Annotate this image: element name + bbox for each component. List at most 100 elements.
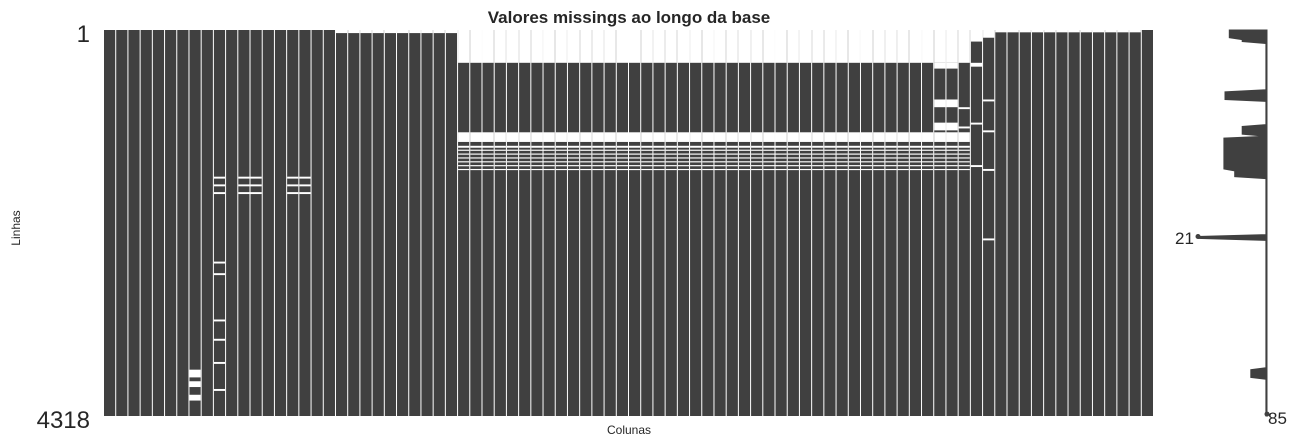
matrix-column-64 [873, 30, 885, 416]
matrix-column-42 [604, 30, 616, 416]
missing-cell-col-59 [812, 145, 824, 148]
missing-cell-col-44 [629, 145, 641, 148]
missing-cell-col-38 [555, 168, 567, 171]
missing-cell-col-51 [714, 145, 726, 148]
matrix-column-57 [787, 30, 799, 416]
missing-cell-col-61 [836, 153, 848, 155]
missing-cell-col-68 [922, 161, 934, 163]
missing-cell-col-53 [738, 168, 751, 171]
missing-cell-col-66 [897, 145, 909, 148]
missing-cell-col-66 [897, 165, 909, 167]
missing-cell-col-71 [958, 126, 970, 129]
missing-cell-col-53 [738, 157, 751, 159]
missing-cell-col-59 [812, 132, 824, 142]
missing-cell-col-56 [775, 153, 787, 155]
missing-cell-col-47 [665, 157, 677, 159]
matrix-column-48 [677, 30, 690, 416]
missing-cell-col-69 [934, 153, 946, 155]
matrix-column-66 [897, 30, 909, 416]
matrix-column-38 [555, 30, 567, 416]
missing-cell-col-36 [531, 30, 543, 63]
missing-cell-col-34 [506, 30, 519, 63]
matrix-column-40 [580, 30, 592, 416]
missing-cell-col-32 [482, 157, 494, 159]
missing-cell-col-43 [616, 157, 628, 159]
missing-cell-col-10 [213, 176, 226, 179]
missing-cell-col-60 [824, 145, 836, 148]
missing-cell-col-64 [873, 153, 885, 155]
missing-cell-col-67 [909, 145, 922, 148]
missing-cell-col-49 [690, 165, 702, 167]
missing-cell-col-81 [1080, 30, 1092, 33]
missing-cell-col-58 [799, 132, 812, 142]
missing-cell-col-83 [1105, 30, 1117, 33]
missing-cell-col-43 [616, 132, 628, 142]
missing-cell-col-66 [897, 153, 909, 155]
missing-cell-col-64 [873, 145, 885, 148]
missing-cell-col-60 [824, 153, 836, 155]
missing-cell-col-48 [677, 168, 690, 171]
matrix-column-16 [287, 30, 299, 416]
missing-cell-col-43 [616, 153, 628, 155]
missing-cell-col-49 [690, 168, 702, 171]
missing-cell-col-46 [653, 161, 665, 163]
matrix-columns [104, 30, 1153, 416]
missing-cell-col-40 [580, 149, 592, 151]
missing-cell-col-37 [543, 149, 555, 151]
missing-cell-col-53 [738, 165, 751, 167]
missing-cell-col-53 [738, 149, 751, 151]
matrix-column-36 [531, 30, 543, 416]
missing-cell-col-54 [751, 145, 763, 148]
missing-cell-col-16 [287, 192, 299, 195]
missing-cell-col-68 [922, 30, 934, 63]
missing-cell-col-59 [812, 161, 824, 163]
missing-cell-col-42 [604, 30, 616, 63]
missing-cell-col-41 [592, 161, 604, 163]
missing-cell-col-59 [812, 153, 824, 155]
missing-cell-col-78 [1044, 30, 1056, 33]
missing-cell-col-22 [360, 30, 372, 34]
matrix-column-20 [335, 30, 348, 416]
sparkline-path [1197, 29, 1268, 417]
missing-cell-col-38 [555, 30, 567, 63]
matrix-column-63 [860, 30, 873, 416]
missing-cell-col-34 [506, 165, 519, 167]
missing-cell-col-61 [836, 168, 848, 171]
missing-cell-col-36 [531, 132, 543, 142]
missing-cell-col-34 [506, 161, 519, 163]
missing-cell-col-61 [836, 132, 848, 142]
missing-cell-col-38 [555, 157, 567, 159]
matrix-column-84 [1117, 30, 1129, 416]
matrix-column-12 [238, 30, 250, 416]
missing-cell-col-70 [946, 122, 958, 131]
missing-cell-col-73 [983, 238, 995, 241]
missing-cell-col-56 [775, 145, 787, 148]
missing-cell-col-39 [567, 149, 580, 151]
missing-cell-col-69 [934, 168, 946, 171]
missing-cell-col-64 [873, 165, 885, 167]
missing-cell-col-48 [677, 149, 690, 151]
missing-cell-col-35 [519, 149, 531, 151]
matrix-column-74 [995, 30, 1007, 416]
missing-cell-col-60 [824, 132, 836, 142]
matrix-column-78 [1044, 30, 1056, 416]
missing-cell-col-36 [531, 168, 543, 171]
missing-cell-col-63 [860, 165, 873, 167]
sparkline-max-label: 85 [1268, 409, 1287, 428]
missing-cell-col-16 [287, 184, 299, 187]
missing-cell-col-10 [213, 338, 226, 341]
missing-cell-col-58 [799, 165, 812, 167]
missing-cell-col-43 [616, 145, 628, 148]
missing-cell-col-42 [604, 165, 616, 167]
matrix-column-2 [116, 30, 128, 416]
missing-cell-col-41 [592, 165, 604, 167]
missing-cell-col-52 [726, 30, 738, 63]
missing-cell-col-37 [543, 30, 555, 63]
missing-cell-col-52 [726, 149, 738, 151]
missing-cell-col-58 [799, 149, 812, 151]
missing-cell-col-60 [824, 168, 836, 171]
missing-cell-col-51 [714, 165, 726, 167]
missing-cell-col-30 [458, 157, 470, 159]
missing-cell-col-46 [653, 132, 665, 142]
matrix-column-6 [165, 30, 177, 416]
